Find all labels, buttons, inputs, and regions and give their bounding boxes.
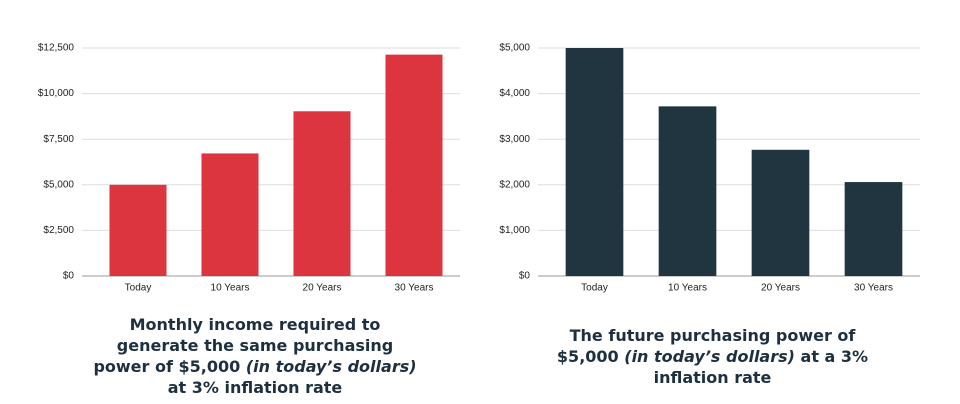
x-tick-label: 30 Years <box>395 283 434 294</box>
y-tick-label: $10,000 <box>38 88 75 99</box>
bar <box>658 106 717 276</box>
x-tick-label: 10 Years <box>668 283 707 294</box>
y-tick-label: $7,500 <box>43 134 74 145</box>
x-tick-label: 10 Years <box>211 283 250 294</box>
y-tick-label: $4,000 <box>499 88 530 99</box>
y-tick-label: $12,500 <box>38 43 75 54</box>
bar <box>844 182 903 276</box>
x-tick-label: Today <box>125 283 152 294</box>
bar <box>565 48 624 276</box>
y-tick-label: $5,000 <box>499 43 530 54</box>
y-tick-label: $1,000 <box>499 225 530 236</box>
x-tick-label: Today <box>581 283 608 294</box>
y-tick-label: $2,000 <box>499 179 530 190</box>
x-tick-label: 20 Years <box>761 283 800 294</box>
bar <box>109 184 167 276</box>
x-tick-label: 30 Years <box>854 283 893 294</box>
y-tick-label: $3,000 <box>499 134 530 145</box>
caption: Monthly income required to generate the … <box>90 314 420 398</box>
y-tick-label: $2,500 <box>43 225 74 236</box>
caption: The future purchasing power of $5,000 (i… <box>540 325 885 388</box>
x-tick-label: 20 Years <box>303 283 342 294</box>
bar <box>201 153 259 276</box>
caption-text: The future purchasing power of $5,000 <box>556 326 856 366</box>
bar <box>385 54 443 276</box>
bar <box>751 149 810 276</box>
caption-italic: (in today’s dollars) <box>624 347 795 366</box>
caption-text: at a 3% inflation rate <box>653 347 869 387</box>
y-tick-label: $0 <box>519 271 531 282</box>
caption-italic: (in today’s dollars) <box>245 357 417 376</box>
caption-text: Monthly income required to generate the … <box>93 315 394 376</box>
y-tick-label: $0 <box>63 271 75 282</box>
bar <box>293 111 351 276</box>
caption-text: at 3% inflation rate <box>167 378 343 397</box>
y-tick-label: $5,000 <box>43 179 74 190</box>
